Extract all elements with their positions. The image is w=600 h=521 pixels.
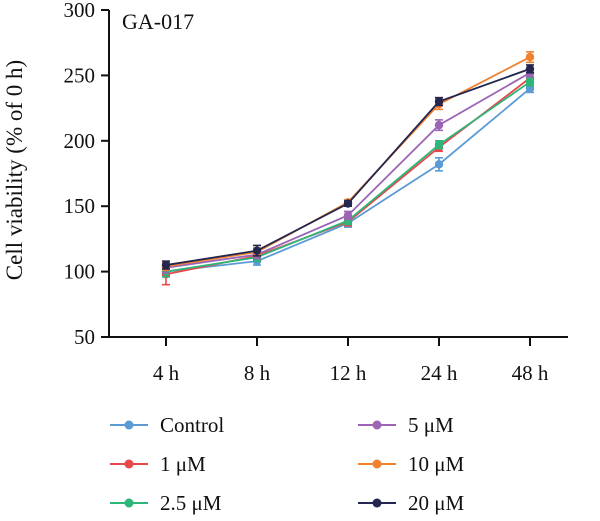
series-5 (161, 64, 535, 270)
legend-swatch-marker (124, 498, 134, 508)
y-tick-label: 300 (64, 0, 96, 22)
axes (108, 10, 568, 338)
data-point (434, 97, 444, 106)
legend-label: 20 μM (408, 491, 465, 515)
legend-swatch-marker (372, 459, 382, 469)
legend-swatch-marker (124, 459, 134, 469)
legend-swatch-marker (372, 420, 382, 430)
x-tick-label: 24 h (421, 361, 458, 385)
data-point (525, 64, 535, 74)
y-tick-label: 50 (74, 325, 95, 349)
series-4 (161, 51, 535, 272)
legend-item: Control (110, 413, 224, 437)
y-tick-label: 200 (64, 129, 96, 153)
data-point (434, 120, 444, 130)
series-line (165, 72, 531, 269)
legend-item: 5 μM (358, 413, 454, 437)
legend-item: 20 μM (358, 491, 465, 515)
series-line (165, 68, 531, 266)
legend-item: 10 μM (358, 452, 465, 476)
legend-swatch-marker (372, 498, 382, 508)
data-point (434, 160, 444, 169)
legend-label: 10 μM (408, 452, 465, 476)
data-point (343, 211, 353, 220)
data-point (252, 246, 262, 255)
series-1 (161, 73, 535, 286)
series-line (165, 77, 531, 276)
series-2 (161, 77, 535, 278)
series-0 (161, 83, 535, 278)
x-tick-label: 8 h (244, 361, 271, 385)
legend-item: 2.5 μM (110, 491, 222, 515)
legend-swatch-marker (124, 420, 134, 430)
legend: Control 1 μM 2.5 μM 5 μM 10 μM 20 μM (110, 413, 465, 515)
x-ticks: 4 h 8 h 12 h 24 h 48 h (153, 337, 549, 385)
y-tick-label: 150 (64, 194, 96, 218)
y-axis-title: Cell viability (% of 0 h) (2, 60, 27, 280)
data-point (525, 52, 535, 62)
x-tick-label: 12 h (330, 361, 367, 385)
data-point (434, 140, 444, 149)
legend-label: 2.5 μM (160, 491, 222, 515)
series-3 (161, 68, 535, 274)
series-group (161, 51, 535, 286)
series-line (165, 81, 531, 273)
y-tick-label: 250 (64, 63, 96, 87)
legend-label: 1 μM (160, 452, 206, 476)
panel-title: GA-017 (122, 9, 194, 34)
x-tick-label: 4 h (153, 361, 180, 385)
data-point (161, 260, 171, 270)
y-tick-label: 100 (64, 260, 96, 284)
legend-label: 5 μM (408, 413, 454, 437)
data-point (343, 199, 353, 208)
y-ticks: 50 100 150 200 250 300 (64, 0, 109, 349)
series-line (165, 87, 531, 273)
data-point (525, 77, 535, 87)
x-tick-label: 48 h (512, 361, 549, 385)
legend-item: 1 μM (110, 452, 206, 476)
legend-label: Control (160, 413, 224, 437)
